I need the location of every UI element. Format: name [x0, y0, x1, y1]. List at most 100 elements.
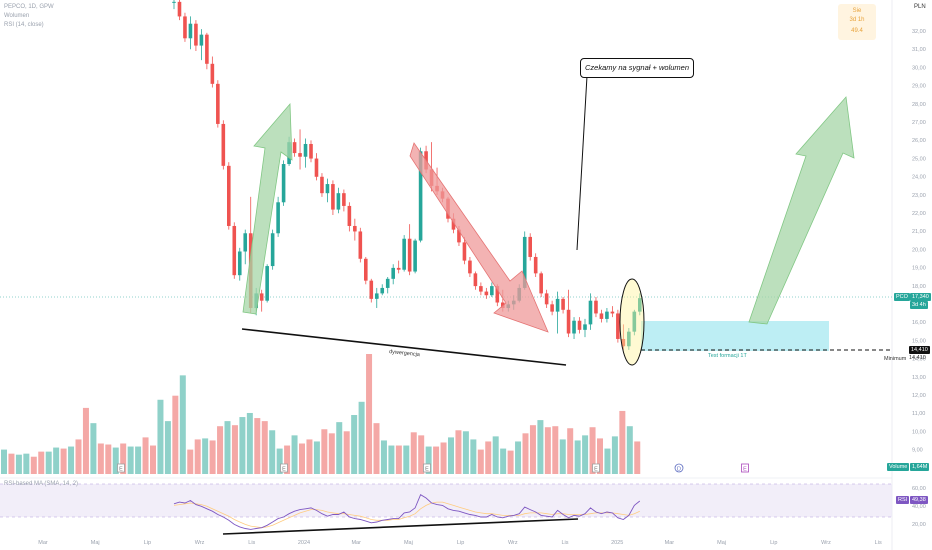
volume-bar [395, 445, 402, 474]
price-tick-label: 9,00 [912, 448, 923, 454]
volume-bar [567, 428, 574, 474]
callout-pointer [576, 75, 596, 251]
rsi-tick-label: 20,00 [912, 522, 926, 528]
green-arrow-left [242, 102, 293, 315]
legend-rsi-ma[interactable]: RSI-based MA (SMA, 14, 2) [4, 481, 79, 487]
candle-body [638, 298, 642, 312]
volume-bar [455, 430, 462, 474]
price-tick-label: 23,00 [912, 193, 926, 199]
volume-bar [448, 437, 454, 474]
volume-bar [321, 429, 328, 474]
time-tick-label: Mar [38, 540, 48, 546]
volume-bar [53, 447, 60, 474]
volume-bar [8, 453, 15, 474]
volume-bar [485, 441, 492, 474]
time-tick-label: Wrz [508, 540, 518, 546]
price-tick-label: 25,00 [912, 156, 926, 162]
volume-bar [82, 407, 89, 474]
candle-body [265, 266, 269, 301]
candle-body [199, 34, 204, 46]
price-axis: 32,00 31,00 30,00 29,00 28,00 27,00 26,00 25,00… [912, 29, 926, 472]
price-tick-label: 24,00 [912, 175, 926, 181]
candle-body [243, 233, 248, 252]
time-tick-label: 2024 [298, 540, 310, 546]
earnings-marker-icon [280, 463, 288, 473]
volume-bar [626, 426, 633, 474]
time-tick-label: Wrz [195, 540, 205, 546]
volume-bar [589, 427, 596, 474]
candle-body [528, 236, 532, 257]
volume-bar [358, 401, 365, 474]
volume-bar [410, 432, 417, 474]
candle-body [484, 291, 489, 296]
volume-bar [68, 446, 75, 474]
price-tick-label: 31,00 [912, 47, 926, 53]
candle-body [232, 225, 237, 276]
volume-bar [15, 454, 22, 474]
volume-bar [388, 445, 395, 474]
candle-body [298, 153, 302, 157]
volume-bar [172, 395, 179, 474]
candle-body [309, 143, 313, 159]
annotations: dywergencja Test formacji 1T [222, 75, 892, 535]
price-tick-label: 28,00 [912, 102, 926, 108]
candle-body [270, 233, 275, 267]
volume-bar [239, 417, 246, 474]
candle-body [183, 16, 187, 39]
grid-lines [0, 0, 893, 550]
volume-bar [112, 447, 119, 474]
volume-bar [619, 410, 626, 474]
volume-bar [142, 437, 149, 474]
candle-body [610, 311, 615, 314]
time-tick-label: Lis [875, 540, 882, 546]
volume-bar [462, 431, 469, 474]
candle-body [621, 338, 626, 347]
price-tick-label: 13,00 [912, 375, 926, 381]
legend-volume[interactable]: Wolumen [4, 13, 30, 19]
candle-body [281, 164, 286, 203]
candle-body [385, 278, 390, 288]
candle-body [473, 273, 478, 287]
candle-body [594, 300, 598, 314]
candle-body [276, 202, 280, 234]
legend-symbol[interactable]: PEPCO, 1D, GPW [4, 4, 54, 10]
ticker-tag: PCO [894, 293, 910, 301]
volume-bar [164, 421, 171, 474]
volume-bar [597, 438, 603, 474]
candle-body [358, 231, 363, 259]
earnings-marker-icon [741, 463, 749, 473]
candle-body [347, 205, 352, 226]
candle-body [177, 1, 182, 17]
volume-bar [574, 440, 581, 474]
candle-body [331, 184, 335, 210]
signal-callout: Czekamy na sygnał + wolumen [580, 58, 694, 78]
volume-bar [343, 431, 350, 474]
volume-bar [246, 412, 253, 474]
last-price-tag: 17,340 [910, 293, 931, 301]
volume-bar [231, 425, 238, 474]
candle-body [188, 23, 193, 39]
time-tick-label: Mar [665, 540, 675, 546]
price-tick-label: 32,00 [912, 29, 926, 35]
candle-body [561, 298, 565, 310]
rsi-panel [0, 483, 892, 530]
minimum-price-tag: 14,410 [909, 346, 930, 354]
candle-body [599, 313, 604, 319]
price-tick-label: 20,00 [912, 247, 926, 253]
candle-body [292, 142, 297, 154]
candle-body [407, 238, 412, 272]
volume-tag-value: 1,64M [910, 463, 930, 471]
earnings-marker-icon [423, 463, 431, 473]
candle-body [555, 298, 560, 312]
volume-bar [403, 445, 410, 474]
volume-bar [261, 421, 268, 474]
volume-bar [105, 444, 112, 474]
price-tick-label: 10,00 [912, 429, 926, 435]
volume-bar [150, 445, 156, 474]
signal-ellipse [619, 278, 645, 366]
candle-body [533, 256, 538, 274]
candle-body [522, 236, 527, 288]
volume-bar [60, 448, 67, 474]
minimum-value: 14,410 [909, 355, 926, 361]
legend-rsi[interactable]: RSI (14, close) [4, 22, 44, 28]
